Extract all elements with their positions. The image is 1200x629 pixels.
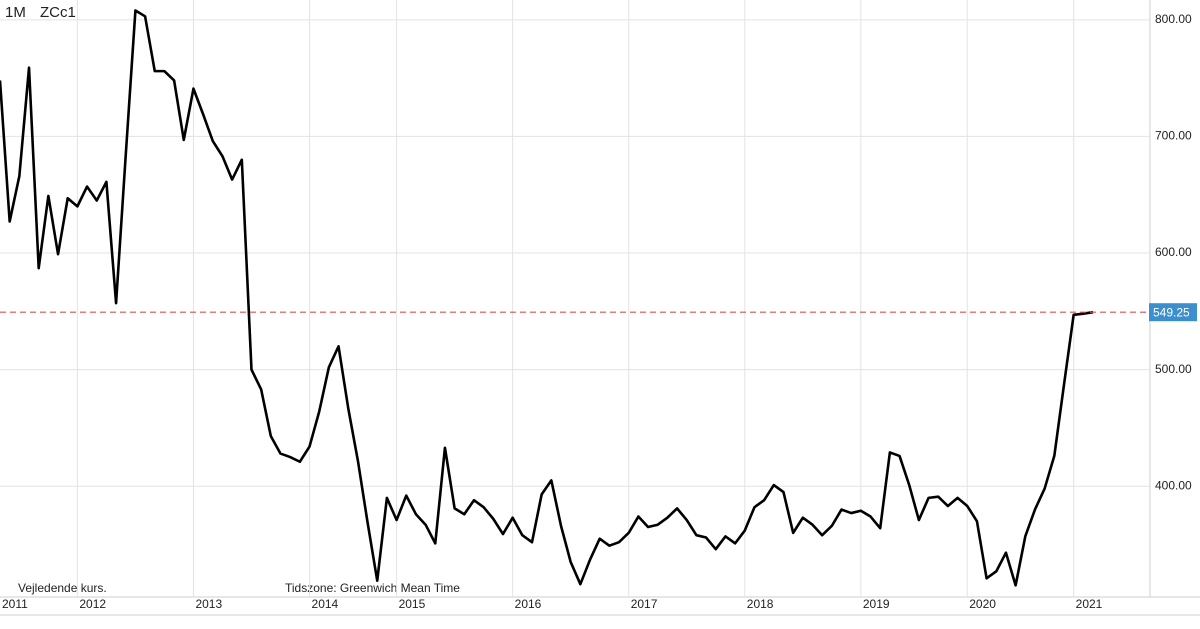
x-tick-label: 2016: [515, 597, 542, 611]
x-tick-label: 2020: [969, 597, 996, 611]
price-line: [0, 9, 1094, 587]
annotation: Vejledende kurs.: [18, 581, 107, 595]
interval: 1M: [5, 4, 26, 21]
y-tick-label: 600.00: [1155, 245, 1192, 259]
y-tick-label: 500.00: [1155, 362, 1192, 376]
x-tick-label: 2017: [631, 597, 658, 611]
last-price-label: 549.25: [1153, 305, 1190, 319]
y-tick-label: 400.00: [1155, 478, 1192, 492]
x-tick-label: 2018: [747, 597, 774, 611]
x-tick-label: 2019: [863, 597, 890, 611]
symbol: ZCc1: [40, 4, 76, 21]
x-tick-label: 2012: [79, 597, 106, 611]
x-tick-label: 2013: [195, 597, 222, 611]
x-tick-label: 2021: [1076, 597, 1103, 611]
x-tick-label: 2015: [399, 597, 426, 611]
annotation: Tidszone: Greenwich Mean Time: [285, 581, 460, 595]
x-tick-label: 2014: [312, 597, 339, 611]
last-price-box: [1149, 303, 1197, 322]
x-tick-label: 2011: [2, 597, 28, 611]
y-tick-label: 700.00: [1155, 129, 1192, 143]
y-tick-label: 800.00: [1155, 12, 1192, 26]
